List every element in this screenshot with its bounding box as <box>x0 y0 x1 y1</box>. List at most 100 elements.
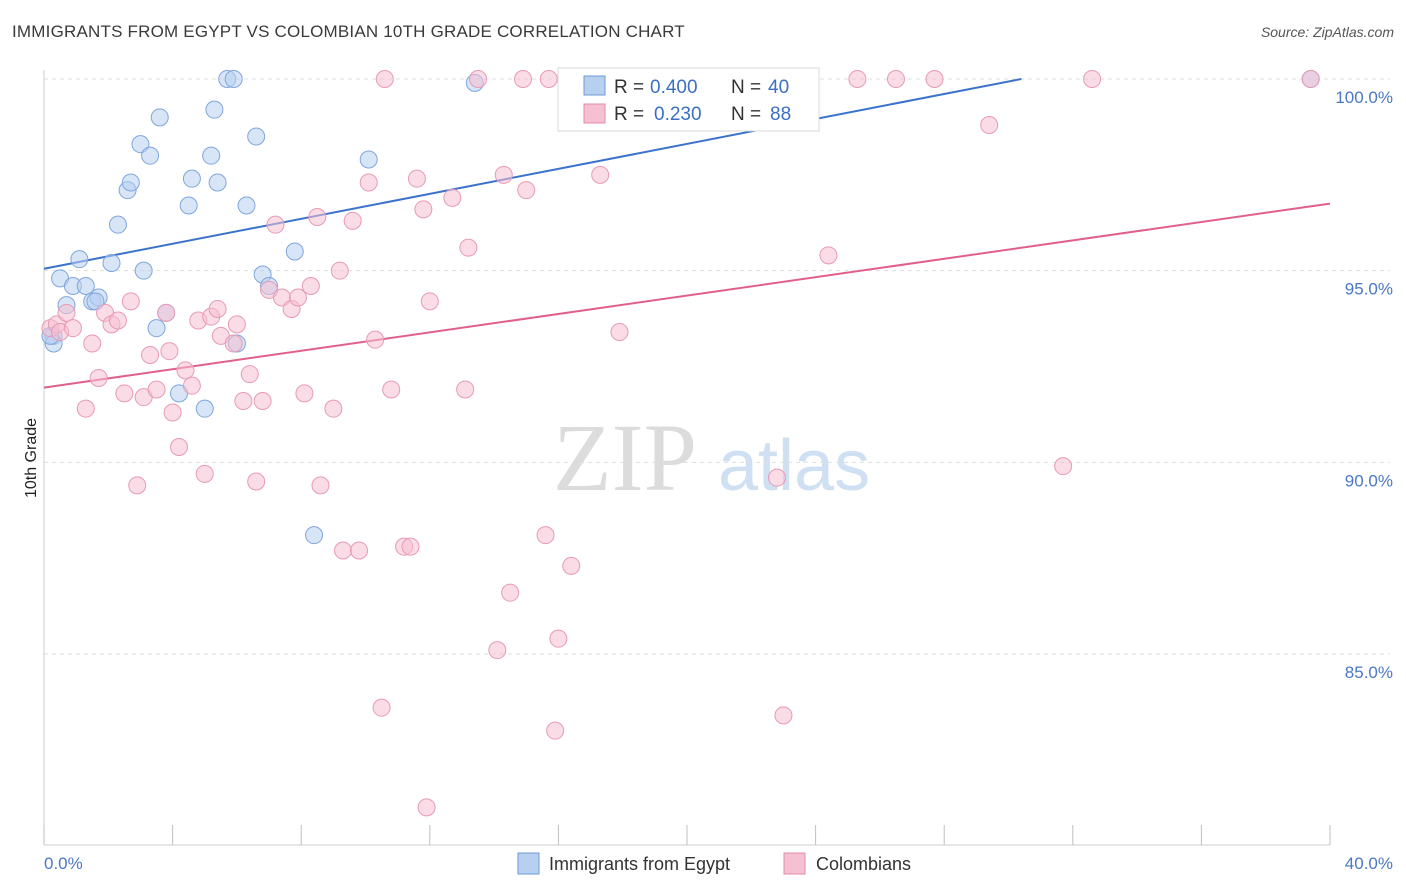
point-colombians <box>359 173 378 192</box>
point-colombians <box>469 70 488 88</box>
point-colombians <box>459 238 478 257</box>
point-colombians <box>549 629 568 648</box>
point-colombians <box>160 342 179 361</box>
point-colombians <box>234 392 253 410</box>
stats-r-value-colombians: 0.230 <box>654 104 702 125</box>
point-egypt <box>150 108 169 127</box>
point-colombians <box>546 721 565 740</box>
point-colombians <box>417 798 436 817</box>
point-colombians <box>443 188 462 207</box>
point-colombians <box>774 706 793 725</box>
y-tick-label: 95.0% <box>1345 280 1393 299</box>
stats-legend: R = 0.400 N = 40 R = 0.230 N = 88 <box>557 67 820 132</box>
tick-labels: 85.0% 90.0% 95.0% 100.0% 0.0% 40.0% <box>44 88 1393 873</box>
trend-line-colombians <box>43 202 1331 389</box>
point-egypt <box>131 135 150 154</box>
point-colombians <box>240 365 259 384</box>
point-colombians <box>288 288 307 307</box>
stats-r-value-egypt: 0.400 <box>650 77 698 98</box>
point-egypt <box>208 173 227 192</box>
point-colombians <box>333 541 352 560</box>
point-colombians <box>208 300 227 318</box>
point-colombians <box>330 261 349 280</box>
point-egypt <box>205 100 224 119</box>
point-egypt <box>179 196 198 215</box>
point-colombians <box>562 556 581 575</box>
legend-label-egypt: Immigrants from Egypt <box>549 854 730 874</box>
point-egypt <box>305 526 324 545</box>
source-credit: Source: ZipAtlas.com <box>1260 24 1394 40</box>
point-colombians <box>57 303 76 322</box>
point-colombians <box>163 403 182 422</box>
point-colombians <box>375 70 394 88</box>
point-colombians <box>121 292 140 311</box>
point-colombians <box>266 215 285 234</box>
trend-line-egypt <box>43 78 1022 270</box>
point-egypt <box>202 146 221 165</box>
legend-swatch-colombians <box>783 852 806 875</box>
stats-r-label-egypt: R = <box>614 77 644 98</box>
point-colombians <box>182 376 201 395</box>
point-egypt <box>70 250 89 269</box>
point-colombians <box>372 698 391 717</box>
point-colombians <box>324 399 343 418</box>
point-colombians <box>308 208 327 226</box>
stats-swatch-egypt <box>583 75 606 96</box>
point-colombians <box>514 70 533 88</box>
point-colombians <box>414 200 433 219</box>
point-egypt <box>86 292 105 311</box>
point-egypt <box>134 261 153 280</box>
point-colombians <box>157 303 176 322</box>
y-tick-label: 90.0% <box>1345 471 1393 490</box>
y-axis-label: 10th Grade <box>23 418 40 498</box>
point-colombians <box>170 438 189 456</box>
stats-n-label-egypt: N = <box>731 77 761 98</box>
point-colombians <box>195 464 214 483</box>
point-egypt <box>247 127 266 146</box>
legend-label-colombians: Colombians <box>816 854 911 874</box>
stats-n-label-colombians: N = <box>731 104 761 125</box>
point-colombians <box>253 392 272 410</box>
point-colombians <box>1054 457 1073 476</box>
point-colombians <box>980 116 999 134</box>
data-points <box>41 70 1320 817</box>
point-colombians <box>420 292 439 311</box>
chart-title: IMMIGRANTS FROM EGYPT VS COLOMBIAN 10TH … <box>12 22 685 41</box>
point-colombians <box>295 384 314 403</box>
point-egypt <box>108 215 127 234</box>
stats-n-value-egypt: 40 <box>768 77 789 98</box>
point-colombians <box>539 70 558 88</box>
point-colombians <box>247 472 266 491</box>
point-egypt <box>121 173 140 192</box>
watermark-zip: ZIP <box>553 404 697 511</box>
x-tick-label: 0.0% <box>44 854 83 873</box>
point-egypt <box>224 70 243 88</box>
point-colombians <box>494 165 513 184</box>
point-colombians <box>141 346 160 364</box>
legend-swatch-egypt <box>517 852 540 875</box>
point-egypt <box>195 399 214 418</box>
point-colombians <box>517 181 536 200</box>
point-egypt <box>76 277 95 295</box>
point-colombians <box>886 70 905 88</box>
series-legend: Immigrants from Egypt Colombians <box>517 852 911 875</box>
point-colombians <box>366 330 385 349</box>
y-tick-label: 85.0% <box>1345 663 1393 682</box>
point-colombians <box>401 537 420 556</box>
point-colombians <box>488 641 507 660</box>
point-colombians <box>224 334 243 353</box>
point-colombians <box>819 246 838 265</box>
point-colombians <box>89 369 108 387</box>
point-egypt <box>141 146 160 165</box>
point-colombians <box>536 526 555 545</box>
x-tick-label: 40.0% <box>1345 854 1393 873</box>
point-colombians <box>591 165 610 184</box>
point-egypt <box>285 242 304 261</box>
point-egypt <box>102 254 121 272</box>
point-colombians <box>311 476 330 495</box>
trend-lines <box>43 78 1331 389</box>
point-colombians <box>350 541 369 560</box>
point-colombians <box>925 70 944 88</box>
point-colombians <box>176 361 195 380</box>
axes <box>43 70 1331 846</box>
